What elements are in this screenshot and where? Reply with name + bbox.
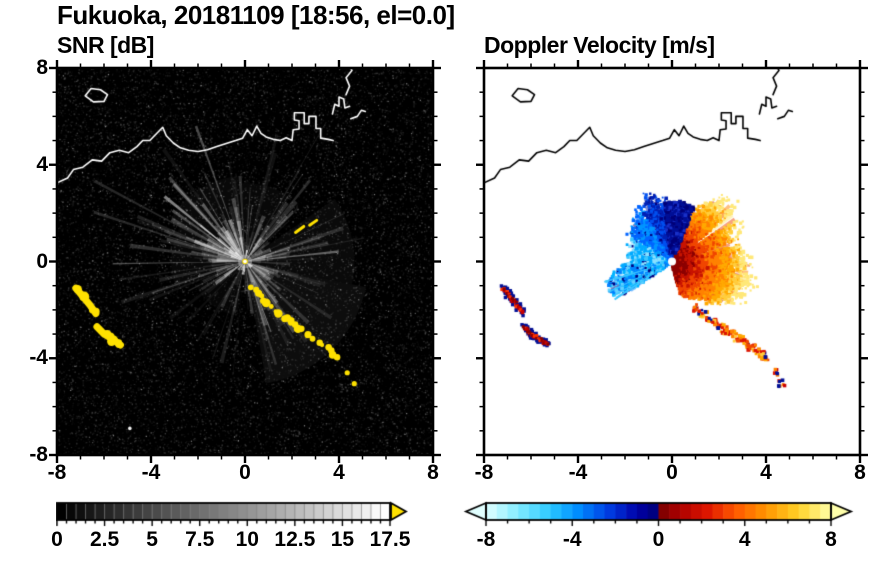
figure-title: Fukuoka, 20181109 [18:56, el=0.0] <box>57 0 455 30</box>
snr-panel-label: SNR [dB] <box>57 32 154 58</box>
snr-cbar-tick-label-7.5: 7.5 <box>185 528 215 551</box>
snr-cbar-tick-label-12.5: 12.5 <box>274 528 316 551</box>
snr-plot <box>49 60 441 463</box>
doppler-cbar-tick-label-4: 4 <box>738 528 751 551</box>
snr-x-tick-label-8: 8 <box>427 461 439 484</box>
y-tick-label-8: 8 <box>36 56 48 79</box>
snr-cbar-tick-label-15: 15 <box>330 528 355 551</box>
doppler-cbar-tick-label--8: -8 <box>476 528 496 551</box>
snr-field-canvas <box>57 68 433 455</box>
snr-x-tick-label-4: 4 <box>333 461 345 484</box>
y-tick-label-4: 4 <box>36 152 48 176</box>
doppler-field-canvas <box>484 68 860 455</box>
snr-x-tick-label--4: -4 <box>141 461 161 484</box>
snr-cbar-tick-label-2.5: 2.5 <box>89 528 120 551</box>
doppler-colorbar <box>462 501 858 527</box>
doppler-panel-label: Doppler Velocity [m/s] <box>484 32 715 58</box>
snr-cbar-tick-label-10: 10 <box>235 528 259 551</box>
doppler-x-tick-label-4: 4 <box>760 461 772 484</box>
doppler-cbar-tick-label--4: -4 <box>562 528 582 551</box>
doppler-x-tick-label-0: 0 <box>666 461 678 484</box>
doppler-x-tick-label-8: 8 <box>854 461 866 484</box>
snr-x-tick-label-0: 0 <box>239 461 251 484</box>
snr-cbar-tick-label-17.5: 17.5 <box>369 528 411 551</box>
doppler-x-tick-label--8: -8 <box>474 461 494 484</box>
snr-x-tick-label--8: -8 <box>47 461 67 484</box>
y-tick-label--8: -8 <box>29 443 48 466</box>
y-tick-label-0: 0 <box>36 249 48 273</box>
doppler-cbar-tick-label-0: 0 <box>652 528 665 551</box>
y-tick-label--4: -4 <box>29 346 48 370</box>
doppler-cbar-tick-label-8: 8 <box>825 528 837 551</box>
doppler-plot <box>476 60 868 463</box>
snr-colorbar <box>56 501 408 527</box>
doppler-x-tick-label--4: -4 <box>568 461 588 484</box>
snr-cbar-tick-label-5: 5 <box>146 528 158 551</box>
snr-cbar-tick-label-0: 0 <box>51 528 63 551</box>
